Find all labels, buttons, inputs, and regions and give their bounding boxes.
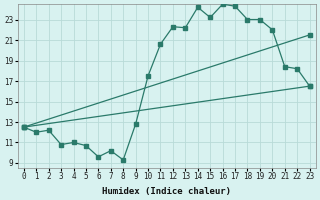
X-axis label: Humidex (Indice chaleur): Humidex (Indice chaleur) [102,187,231,196]
